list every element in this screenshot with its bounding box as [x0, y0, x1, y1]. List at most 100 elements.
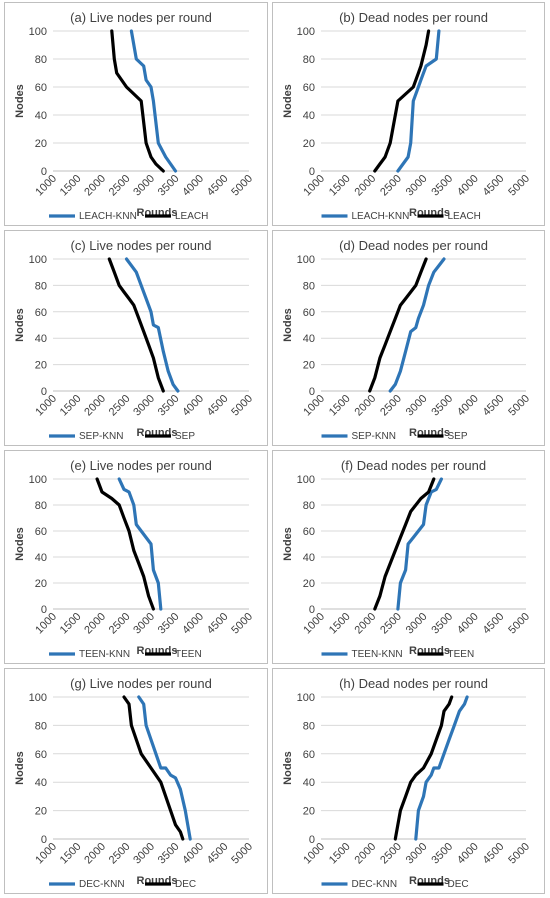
- x-tick-label: 1000: [301, 173, 327, 199]
- chart-title: (h) Dead nodes per round: [339, 676, 488, 691]
- series-line-sep-knn: [388, 257, 446, 393]
- x-tick-label: 5000: [506, 841, 532, 867]
- y-tick-label: 20: [35, 138, 47, 150]
- y-axis-label: Nodes: [14, 527, 26, 561]
- y-axis-label: Nodes: [282, 527, 294, 561]
- x-tick-label: 5000: [229, 841, 255, 867]
- x-tick-label: 1500: [327, 611, 353, 637]
- x-tick-label: 2500: [378, 173, 404, 199]
- legend-label: TEEN-KNN: [79, 649, 130, 660]
- chart-g: (g) Live nodes per round 0 20 40 60 80 100 1000…: [14, 676, 255, 890]
- x-tick-label: 1000: [33, 611, 59, 637]
- y-tick-label: 40: [303, 552, 315, 564]
- x-tick-label: 4000: [180, 173, 206, 199]
- x-tick-label: 1500: [58, 393, 84, 419]
- x-tick-label: 2000: [353, 173, 379, 199]
- y-tick-label: 80: [35, 54, 47, 66]
- y-tick-label: 80: [35, 720, 47, 732]
- series-line-teen: [373, 477, 436, 611]
- x-tick-label: 2500: [107, 173, 133, 199]
- series-line-leach-knn: [129, 29, 178, 173]
- x-tick-label: 2000: [82, 841, 108, 867]
- y-tick-label: 100: [29, 254, 47, 266]
- chart-panel-g: (g) Live nodes per round 0 20 40 60 80 100 1000…: [4, 668, 268, 894]
- y-tick-label: 0: [309, 834, 315, 846]
- y-tick-label: 20: [303, 138, 315, 150]
- chart-panel-a: (a) Live nodes per round 0 20 40 60 80 100 1000…: [4, 2, 268, 226]
- y-tick-label: 40: [35, 333, 47, 345]
- x-tick-label: 2500: [378, 841, 404, 867]
- y-tick-label: 60: [303, 749, 315, 761]
- x-tick-label: 4500: [205, 393, 231, 419]
- x-tick-label: 4000: [180, 393, 206, 419]
- x-tick-label: 4500: [481, 611, 507, 637]
- x-tick-label: 3500: [156, 841, 182, 867]
- x-tick-label: 5000: [506, 173, 532, 199]
- x-tick-label: 3500: [429, 611, 455, 637]
- legend-label: SEP: [175, 431, 195, 442]
- x-tick-label: 3500: [156, 173, 182, 199]
- chart-d: (d) Dead nodes per round 0 20 40 60 80 100 1000…: [282, 238, 532, 442]
- legend-label: DEC-KNN: [352, 879, 398, 890]
- y-tick-label: 80: [303, 500, 315, 512]
- legend-label: LEACH-KNN: [79, 211, 137, 222]
- y-tick-label: 20: [35, 806, 47, 818]
- series-line-dec: [393, 695, 454, 841]
- y-tick-label: 80: [35, 500, 47, 512]
- y-tick-label: 100: [29, 26, 47, 38]
- y-tick-label: 60: [303, 82, 315, 94]
- x-tick-label: 3000: [404, 393, 430, 419]
- y-axis-label: Nodes: [14, 308, 26, 342]
- x-tick-label: 1000: [33, 173, 59, 199]
- x-tick-label: 2500: [107, 393, 133, 419]
- chart-panel-f: (f) Dead nodes per round 0 20 40 60 80 100 1000…: [272, 450, 545, 664]
- y-tick-label: 0: [41, 386, 47, 398]
- y-tick-label: 20: [35, 360, 47, 372]
- x-tick-label: 4000: [455, 173, 481, 199]
- series-line-leach: [373, 29, 431, 173]
- chart-title: (g) Live nodes per round: [70, 676, 212, 691]
- chart-title: (e) Live nodes per round: [70, 458, 212, 473]
- legend-label: DEC-KNN: [79, 879, 125, 890]
- x-tick-label: 2500: [378, 393, 404, 419]
- y-tick-label: 60: [303, 526, 315, 538]
- x-tick-label: 4500: [481, 173, 507, 199]
- x-tick-label: 4500: [481, 393, 507, 419]
- x-tick-label: 4000: [180, 841, 206, 867]
- y-tick-label: 0: [309, 166, 315, 178]
- series-line-teen-knn: [396, 477, 443, 611]
- chart-c: (c) Live nodes per round 0 20 40 60 80 100 1000…: [14, 238, 255, 442]
- x-tick-label: 1500: [327, 173, 353, 199]
- x-tick-label: 2000: [82, 393, 108, 419]
- y-tick-label: 40: [35, 110, 47, 122]
- legend-label: SEP-KNN: [79, 431, 123, 442]
- series-line-teen-knn: [117, 477, 163, 611]
- chart-a: (a) Live nodes per round 0 20 40 60 80 100 1000…: [14, 10, 255, 222]
- legend-label: DEC: [448, 879, 469, 890]
- x-tick-label: 2000: [82, 173, 108, 199]
- y-tick-label: 80: [303, 280, 315, 292]
- chart-e: (e) Live nodes per round 0 20 40 60 80 100 1000…: [14, 458, 255, 660]
- series-line-sep: [368, 257, 428, 393]
- x-tick-label: 4000: [180, 611, 206, 637]
- x-tick-label: 1500: [58, 611, 84, 637]
- y-tick-label: 80: [303, 54, 315, 66]
- x-tick-label: 5000: [506, 611, 532, 637]
- y-tick-label: 60: [35, 526, 47, 538]
- chart-panel-h: (h) Dead nodes per round 0 20 40 60 80 100 1000…: [272, 668, 545, 894]
- x-tick-label: 4500: [205, 841, 231, 867]
- y-tick-label: 40: [303, 333, 315, 345]
- x-tick-label: 3000: [404, 611, 430, 637]
- series-line-sep-knn: [124, 257, 180, 393]
- x-tick-label: 3500: [156, 611, 182, 637]
- x-tick-label: 2000: [353, 393, 379, 419]
- x-tick-label: 2000: [353, 611, 379, 637]
- x-tick-label: 1000: [301, 841, 327, 867]
- x-tick-label: 3500: [429, 841, 455, 867]
- x-tick-label: 1500: [327, 393, 353, 419]
- y-tick-label: 60: [35, 749, 47, 761]
- y-axis-label: Nodes: [282, 84, 294, 118]
- y-tick-label: 20: [303, 360, 315, 372]
- series-line-dec-knn: [414, 695, 469, 841]
- series-line-teen: [95, 477, 155, 611]
